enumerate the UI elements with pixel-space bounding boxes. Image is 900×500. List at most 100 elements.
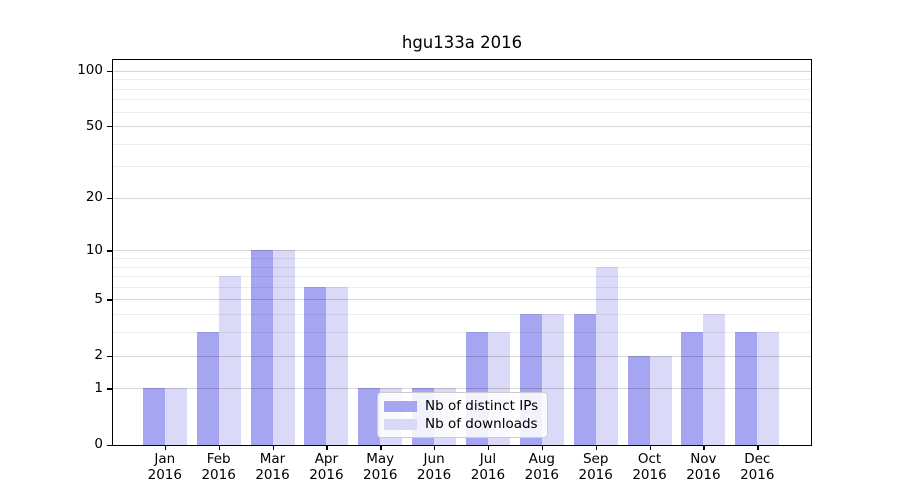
- x-tick-year: 2016: [363, 467, 398, 483]
- minor-gridline: [113, 314, 811, 316]
- minor-gridline: [113, 332, 811, 334]
- x-tick-year: 2016: [255, 467, 290, 483]
- x-tick-label-sep: Sep 2016: [561, 451, 631, 483]
- y-tick-label: 100: [77, 62, 103, 79]
- major-gridline: [113, 355, 811, 357]
- major-gridline: [113, 70, 811, 72]
- y-tick-mark: [107, 70, 113, 72]
- x-tick-mark: [272, 445, 274, 450]
- legend-label: Nb of distinct IPs: [425, 398, 539, 414]
- x-tick-month: May: [366, 451, 395, 467]
- y-tick-label: 0: [94, 435, 103, 452]
- x-tick-mark: [595, 445, 597, 450]
- x-tick-label-aug: Aug 2016: [507, 451, 577, 483]
- x-tick-month: Nov: [690, 451, 717, 467]
- x-tick-year: 2016: [416, 467, 452, 483]
- minor-gridline: [113, 286, 811, 288]
- x-tick-mark: [649, 445, 651, 450]
- major-gridline: [113, 126, 811, 128]
- legend-label: Nb of downloads: [425, 416, 538, 432]
- x-tick-mark: [326, 445, 328, 450]
- bar-downloads-jan: [164, 388, 187, 445]
- y-tick-mark: [107, 299, 113, 301]
- x-tick-mark: [218, 445, 220, 450]
- legend-item-distinct-ips: Nb of distinct IPs: [384, 398, 538, 414]
- bar-distinct-ips-jan: [142, 388, 165, 445]
- legend-item-downloads: Nb of downloads: [384, 416, 538, 432]
- x-tick-mark: [541, 445, 544, 450]
- x-tick-month: Sep: [582, 451, 609, 467]
- x-tick-label-apr: Apr 2016: [291, 451, 361, 483]
- y-tick-mark: [107, 388, 113, 390]
- minor-gridline: [113, 143, 811, 145]
- bar-distinct-ips-dec: [735, 332, 758, 445]
- x-tick-label-may: May 2016: [345, 451, 415, 483]
- bar-distinct-ips-may: [358, 388, 381, 445]
- bar-downloads-dec: [757, 332, 780, 445]
- chart-title: hgu133a 2016: [401, 33, 523, 52]
- x-tick-mark: [757, 445, 759, 450]
- x-tick-month: Jun: [423, 451, 445, 467]
- legend-swatch: [384, 418, 417, 430]
- bar-distinct-ips-oct: [627, 355, 650, 445]
- bar-distinct-ips-mar: [250, 250, 273, 445]
- major-gridline: [113, 197, 811, 199]
- y-tick-mark: [107, 126, 113, 128]
- plot-area: [112, 59, 812, 446]
- major-gridline: [113, 388, 811, 390]
- x-tick-month: Mar: [259, 451, 286, 467]
- legend: Nb of distinct IPs Nb of downloads: [377, 392, 549, 438]
- x-tick-month: Jan: [154, 451, 176, 467]
- x-tick-mark: [164, 445, 167, 450]
- x-tick-year: 2016: [309, 467, 344, 483]
- major-gridline: [113, 299, 811, 301]
- minor-gridline: [113, 99, 811, 101]
- bar-downloads-mar: [272, 250, 295, 445]
- bar-distinct-ips-sep: [573, 314, 596, 445]
- x-tick-label-jul: Jul 2016: [453, 451, 523, 483]
- x-tick-month: Aug: [528, 451, 555, 467]
- minor-gridline: [113, 79, 811, 81]
- bar-downloads-sep: [595, 266, 618, 445]
- y-tick-mark: [107, 197, 113, 200]
- x-tick-label-mar: Mar 2016: [238, 451, 308, 483]
- minor-gridline: [113, 276, 811, 278]
- bar-distinct-ips-apr: [304, 286, 327, 445]
- minor-gridline: [113, 257, 811, 259]
- y-tick-label: 1: [94, 379, 103, 396]
- y-tick-label: 5: [94, 290, 103, 307]
- y-tick-label: 10: [85, 241, 103, 258]
- bar-downloads-nov: [703, 314, 726, 445]
- minor-gridline: [113, 166, 811, 168]
- y-tick-label: 20: [85, 189, 103, 206]
- y-tick-mark: [107, 444, 113, 446]
- y-tick-mark: [107, 250, 113, 252]
- x-tick-month: Apr: [314, 451, 339, 467]
- x-tick-label-nov: Nov 2016: [668, 451, 738, 483]
- x-tick-label-feb: Feb 2016: [184, 451, 254, 483]
- x-tick-label-dec: Dec 2016: [722, 451, 792, 483]
- major-gridline: [113, 250, 811, 252]
- y-tick-label: 2: [94, 346, 103, 363]
- bar-distinct-ips-nov: [681, 332, 704, 445]
- bar-distinct-ips-feb: [196, 332, 219, 445]
- x-tick-month: Oct: [637, 451, 662, 467]
- x-tick-year: 2016: [686, 467, 721, 483]
- x-tick-mark: [434, 445, 436, 450]
- bar-downloads-apr: [326, 286, 349, 445]
- x-tick-month: Dec: [744, 451, 771, 467]
- minor-gridline: [113, 88, 811, 90]
- bar-downloads-feb: [218, 276, 241, 445]
- x-tick-label-oct: Oct 2016: [615, 451, 685, 483]
- y-tick-mark: [107, 355, 113, 357]
- minor-gridline: [113, 111, 811, 113]
- x-tick-mark: [380, 445, 382, 450]
- legend-swatch: [384, 400, 417, 412]
- x-tick-month: Jul: [479, 451, 497, 467]
- x-tick-mark: [487, 445, 490, 450]
- bar-downloads-oct: [649, 355, 672, 445]
- y-tick-label: 50: [85, 117, 103, 134]
- x-tick-year: 2016: [632, 467, 667, 483]
- x-tick-year: 2016: [470, 467, 506, 483]
